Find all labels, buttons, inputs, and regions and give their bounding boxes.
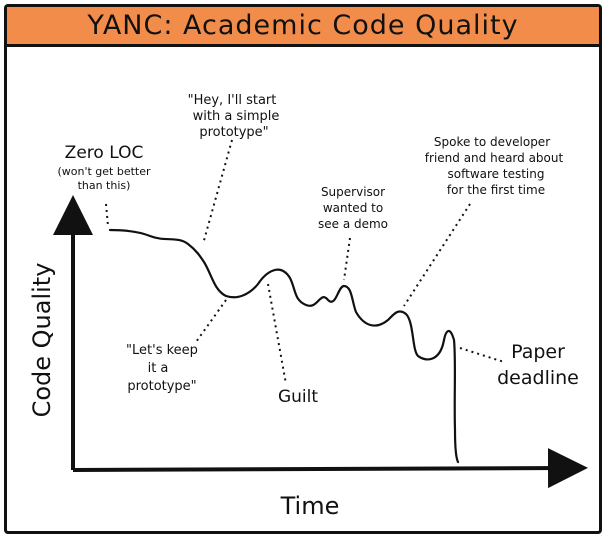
prototype-start-1: "Hey, I'll start [188, 93, 277, 108]
pointer-deadline [459, 347, 505, 363]
testing-1: Spoke to developer [434, 135, 550, 149]
x-axis-label: Time [280, 492, 340, 520]
zero-loc-note-2: than this) [78, 179, 131, 192]
comic-frame: YANC: Academic Code Quality [4, 4, 602, 534]
demo-2: wanted to [323, 201, 383, 215]
keep-prototype-2: it a [148, 361, 169, 376]
deadline-1: Paper [511, 341, 565, 363]
pointer-zero-loc [105, 203, 109, 227]
y-axis-label: Code Quality [28, 263, 56, 418]
demo-3: see a demo [318, 217, 388, 231]
testing-3: software testing [448, 167, 545, 181]
demo-1: Supervisor [321, 185, 385, 199]
deadline-2: deadline [497, 367, 579, 389]
guilt-label: Guilt [278, 387, 318, 407]
x-axis [72, 448, 588, 489]
pointer-keep-prototype [195, 299, 227, 343]
testing-4: for the first time [447, 183, 545, 197]
keep-prototype-1: "Let's keep [126, 343, 198, 358]
pointer-prototype-start [202, 139, 233, 245]
zero-loc-note-1: (won't get better [57, 165, 151, 178]
prototype-start-2: with a simple [193, 109, 280, 124]
comic-title: YANC: Academic Code Quality [87, 10, 519, 41]
prototype-start-3: prototype" [199, 125, 268, 140]
testing-2: friend and heard about [425, 151, 564, 165]
pointer-guilt [267, 283, 287, 385]
pointer-testing [403, 203, 471, 307]
title-bar: YANC: Academic Code Quality [7, 7, 599, 47]
quality-curve [108, 228, 460, 464]
zero-loc-title: Zero LOC [65, 143, 144, 163]
pointer-demo [343, 237, 351, 281]
keep-prototype-3: prototype" [127, 379, 196, 394]
